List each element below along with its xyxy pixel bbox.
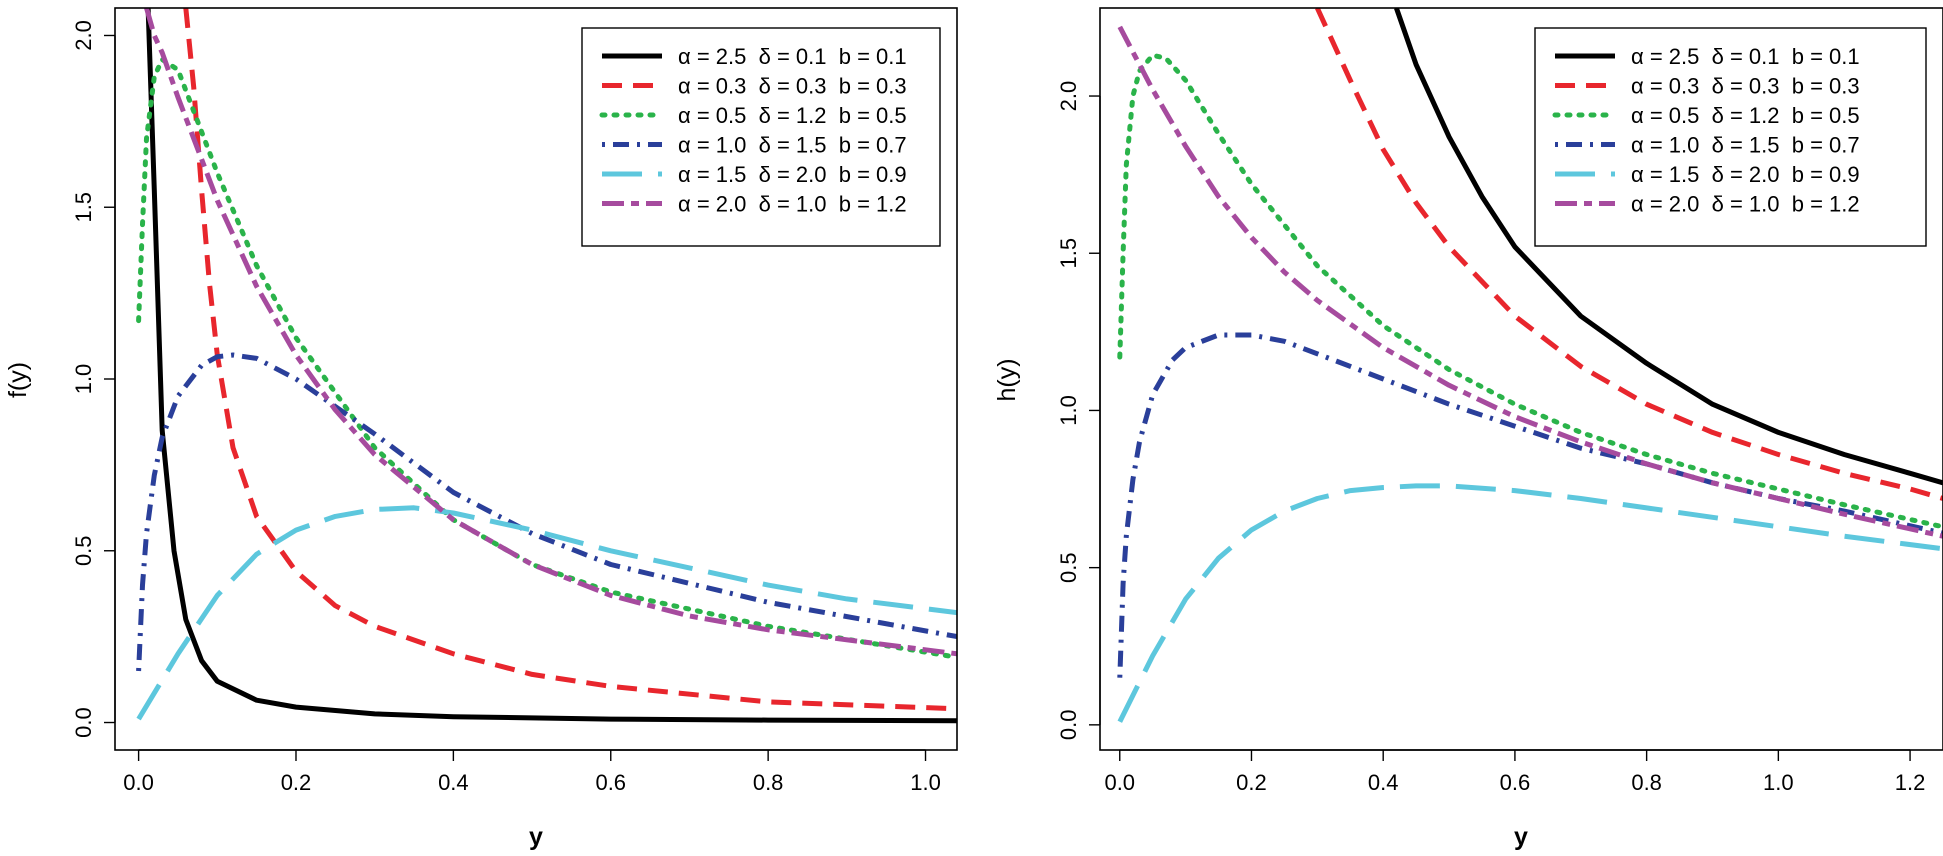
legend-label-3: α = 0.5 δ = 1.2 b = 0.5 [1631, 103, 1860, 128]
series-line-3 [1117, 52, 1943, 530]
y-tick-label: 1.0 [71, 364, 96, 395]
series-line-6 [144, 8, 957, 657]
y-tick-label: 2.0 [71, 20, 96, 51]
legend-label-1: α = 2.5 δ = 0.1 b = 0.1 [1631, 44, 1860, 69]
legend-label-6: α = 2.0 δ = 1.0 b = 1.2 [678, 192, 907, 217]
series-line-2 [1315, 8, 1943, 501]
legend-label-5: α = 1.5 δ = 2.0 b = 0.9 [1631, 162, 1860, 187]
series-line-4 [136, 352, 957, 672]
legend-box [1534, 27, 1927, 247]
legend-label-4: α = 1.0 δ = 1.5 b = 0.7 [678, 133, 907, 158]
y-axis: 0.0 0.5 1.0 1.5 2.0 [71, 20, 116, 738]
y-tick-label: 1.5 [71, 192, 96, 223]
x-axis: 0.0 0.2 0.4 0.6 0.8 1.0 1.2 [1104, 749, 1926, 795]
y-tick-label: 0.0 [71, 707, 96, 738]
y-tick-label: 1.5 [1056, 238, 1081, 269]
legend-label-1: α = 2.5 δ = 0.1 b = 0.1 [678, 44, 907, 69]
y-tick-label: 1.0 [1056, 395, 1081, 426]
x-tick-label: 0.6 [1500, 770, 1531, 795]
x-tick-label: 0.2 [281, 770, 312, 795]
series-line-1 [1394, 8, 1943, 486]
series-line-5 [1117, 483, 1943, 723]
plot-lines [136, 8, 957, 724]
y-tick-label: 0.5 [71, 535, 96, 566]
legend-box [581, 27, 941, 247]
legend-label-6: α = 2.0 δ = 1.0 b = 1.2 [1631, 192, 1860, 217]
x-tick-label: 1.2 [1895, 770, 1926, 795]
legend: α = 2.5 δ = 0.1 b = 0.1 α = 0.3 δ = 0.3 b… [581, 27, 941, 247]
x-tick-label: 0.0 [1104, 770, 1135, 795]
plot-lines [1117, 8, 1943, 723]
legend-label-4: α = 1.0 δ = 1.5 b = 0.7 [1631, 133, 1860, 158]
x-axis-title: y [1514, 823, 1528, 851]
series-line-1 [145, 8, 957, 724]
x-tick-label: 0.8 [1631, 770, 1662, 795]
y-tick-label: 0.5 [1056, 552, 1081, 583]
y-axis: 0.0 0.5 1.0 1.5 2.0 [1056, 81, 1101, 741]
x-tick-label: 0.6 [595, 770, 626, 795]
x-tick-label: 0.4 [1368, 770, 1399, 795]
x-axis-title: y [529, 823, 543, 851]
legend-label-3: α = 0.5 δ = 1.2 b = 0.5 [678, 103, 907, 128]
y-axis-title: f(y) [4, 362, 32, 398]
hazard-plot-panel: 0.0 0.2 0.4 0.6 0.8 1.0 1.2 0.00.51.01.52.0 y … [993, 7, 1943, 851]
x-tick-label: 0.0 [123, 770, 154, 795]
density-plot-panel: 0.0 0.2 0.4 0.6 0.8 1.0 0.0 0.5 1.0 1.5 2.0 y f(y… [4, 7, 958, 851]
y-tick-label: 0.0 [1056, 710, 1081, 741]
x-tick-label: 0.2 [1236, 770, 1267, 795]
x-tick-label: 0.4 [438, 770, 469, 795]
y-axis-title: h(y) [993, 358, 1021, 401]
y-tick-label: 2.0 [1056, 81, 1081, 112]
series-line-6 [1117, 25, 1943, 539]
legend: α = 2.5 δ = 0.1 b = 0.1 α = 0.3 δ = 0.3 b… [1534, 27, 1927, 247]
x-tick-label: 1.0 [1763, 770, 1794, 795]
legend-label-5: α = 1.5 δ = 2.0 b = 0.9 [678, 162, 907, 187]
x-axis: 0.0 0.2 0.4 0.6 0.8 1.0 [123, 749, 941, 795]
x-tick-label: 1.0 [910, 770, 941, 795]
series-line-5 [136, 505, 957, 721]
legend-label-2: α = 0.3 δ = 0.3 b = 0.3 [1631, 74, 1860, 99]
legend-label-2: α = 0.3 δ = 0.3 b = 0.3 [678, 74, 907, 99]
series-line-4 [1117, 332, 1943, 678]
x-tick-label: 0.8 [753, 770, 784, 795]
